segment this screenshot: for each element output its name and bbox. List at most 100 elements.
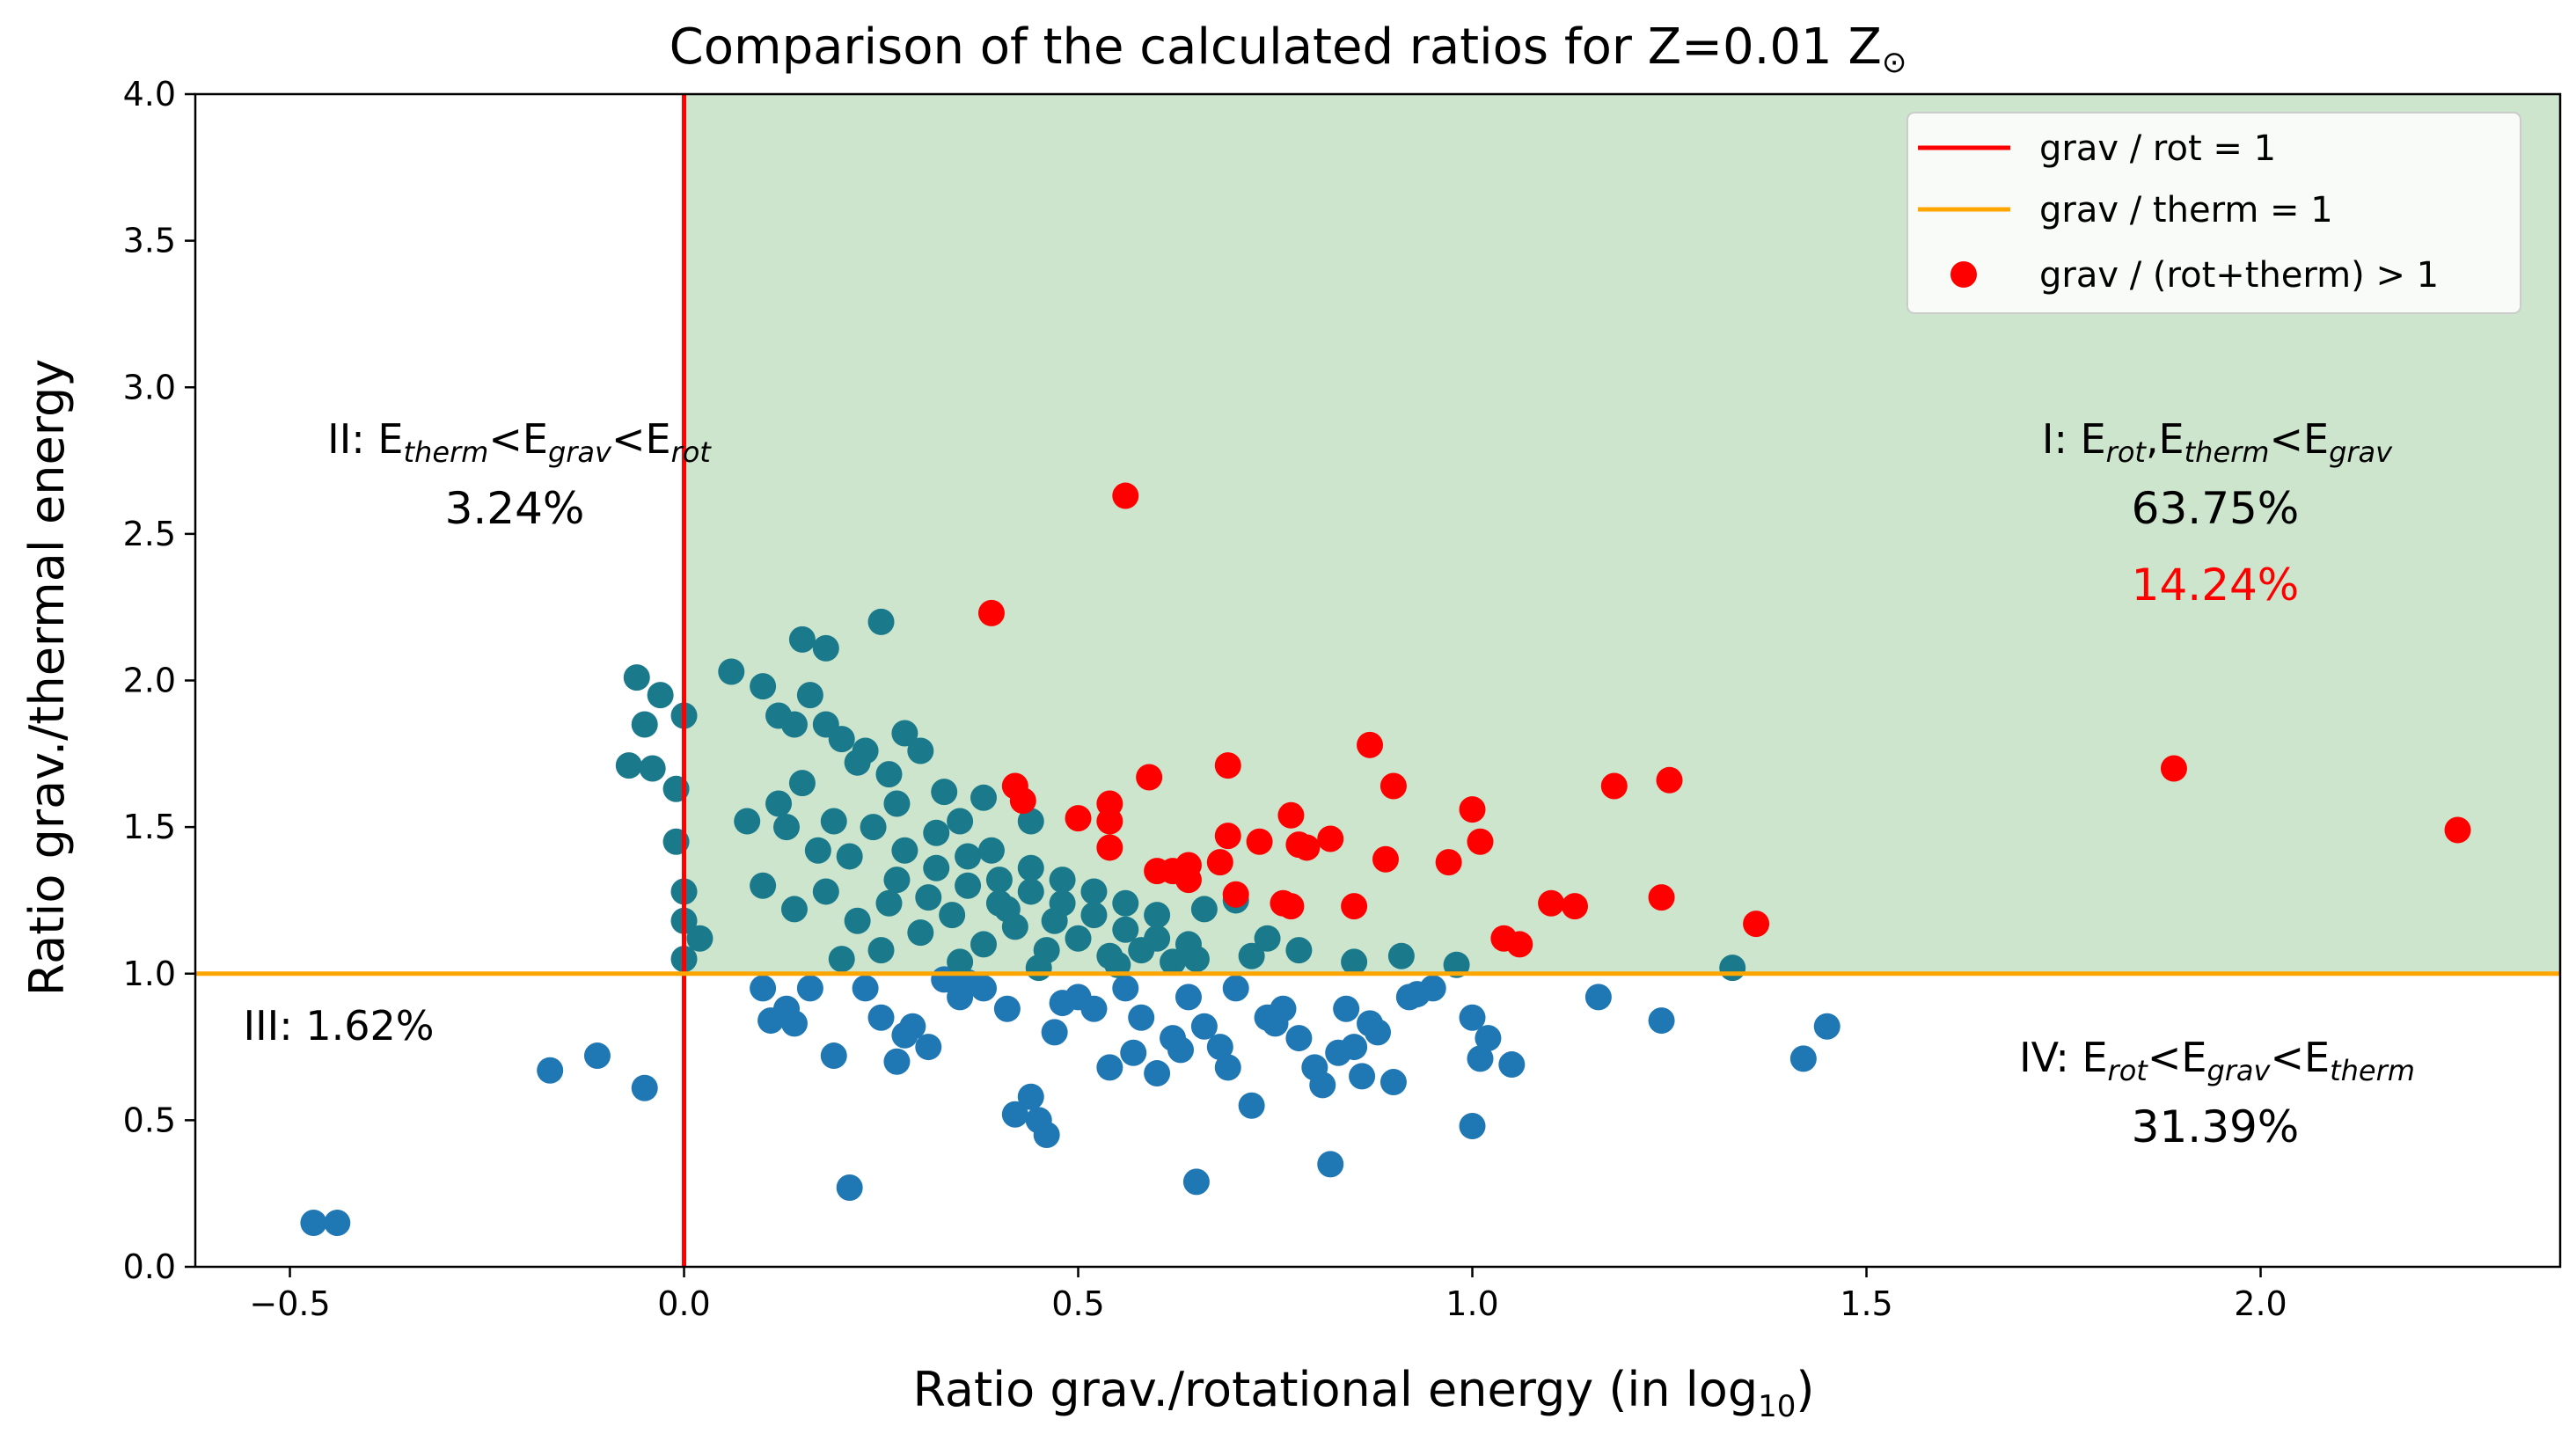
data-point — [867, 608, 895, 635]
data-point — [796, 975, 823, 1002]
data-point — [1128, 1004, 1155, 1031]
data-point — [947, 948, 974, 976]
data-point — [875, 889, 903, 917]
data-point — [860, 814, 887, 841]
y-tick-label: 3.5 — [123, 222, 176, 260]
data-point — [2160, 755, 2187, 782]
data-point — [1262, 1010, 1289, 1037]
data-point — [1041, 907, 1068, 934]
data-point — [993, 995, 1021, 1022]
data-point — [883, 790, 911, 817]
data-point — [1182, 946, 1210, 973]
data-point — [993, 896, 1021, 923]
data-point — [647, 682, 674, 709]
data-point — [844, 907, 871, 934]
data-point — [1387, 942, 1415, 969]
data-point — [1467, 1045, 1494, 1072]
data-point — [2444, 816, 2471, 844]
data-point — [765, 790, 793, 817]
region-I-collapse-percent: 14.24% — [2132, 560, 2300, 611]
data-point — [300, 1210, 327, 1237]
data-point — [907, 737, 934, 764]
data-point — [780, 896, 808, 923]
data-point — [1357, 1010, 1384, 1037]
data-point — [812, 634, 839, 662]
data-point — [1017, 854, 1044, 881]
data-point — [977, 837, 1005, 864]
data-point — [780, 1010, 808, 1037]
data-point — [1254, 925, 1281, 952]
region-I-percent: 63.75% — [2132, 483, 2300, 534]
data-point — [1357, 731, 1384, 758]
data-point — [836, 843, 863, 870]
data-point — [1562, 893, 1588, 920]
data-point — [883, 1048, 911, 1075]
data-point — [875, 761, 903, 788]
data-point — [1435, 849, 1462, 876]
x-axis-ticks: −0.5 0.0 0.5 1.0 1.5 2.0 — [249, 1267, 2287, 1323]
data-point — [1065, 805, 1092, 832]
data-point — [915, 884, 942, 911]
data-point — [1144, 902, 1171, 929]
data-point — [1214, 823, 1241, 850]
data-point — [844, 749, 871, 776]
data-point — [1459, 796, 1486, 823]
data-point — [1112, 916, 1139, 943]
data-points — [195, 94, 2560, 1267]
data-point — [923, 819, 950, 846]
data-point — [1789, 1045, 1817, 1072]
data-point — [1325, 1039, 1352, 1066]
data-point — [1285, 937, 1313, 964]
data-point — [820, 1042, 847, 1070]
data-point — [1372, 845, 1399, 873]
data-point — [1009, 787, 1036, 815]
data-point — [1293, 834, 1321, 861]
data-point — [1128, 937, 1155, 964]
data-point — [1317, 1151, 1344, 1178]
data-point — [1065, 925, 1092, 952]
data-point — [1033, 1122, 1060, 1149]
y-tick-label: 0.0 — [123, 1247, 176, 1286]
data-point — [1584, 984, 1612, 1011]
data-point — [631, 711, 658, 738]
data-point — [867, 1004, 895, 1031]
data-point — [734, 808, 761, 835]
data-point — [1025, 955, 1052, 982]
data-point — [1222, 975, 1249, 1002]
data-point — [970, 931, 997, 958]
data-point — [1080, 878, 1108, 905]
data-point — [750, 872, 777, 899]
data-point — [1175, 984, 1202, 1011]
data-point — [1506, 931, 1533, 958]
y-tick-label: 1.0 — [123, 955, 176, 993]
data-point — [615, 752, 642, 779]
data-point — [1719, 955, 1746, 982]
svg-text:II: Etherm<Egrav<Erot: II: Etherm<Egrav<Erot — [327, 415, 712, 469]
y-tick-label: 2.5 — [123, 515, 176, 553]
data-point — [1349, 1063, 1376, 1090]
svg-text:I: Erot,Etherm<Egrav: I: Erot,Etherm<Egrav — [2042, 415, 2393, 469]
data-point — [955, 843, 982, 870]
data-point — [1206, 849, 1233, 876]
data-point — [1459, 1113, 1486, 1140]
legend: grav / rot = 1 grav / therm = 1 grav / (… — [1906, 112, 2521, 314]
data-point — [804, 837, 831, 864]
svg-text:IV: Erot<Egrav<Etherm: IV: Erot<Egrav<Etherm — [2019, 1034, 2415, 1087]
legend-label-grav-therm: grav / therm = 1 — [2039, 190, 2333, 230]
data-point — [639, 755, 666, 782]
data-point — [1001, 1101, 1028, 1128]
data-point — [1379, 1069, 1407, 1096]
y-tick-label: 1.5 — [123, 808, 176, 846]
data-point — [1656, 766, 1683, 794]
chart-title: Comparison of the calculated ratios for … — [670, 18, 1907, 80]
data-point — [537, 1057, 564, 1084]
data-point — [1222, 881, 1249, 908]
data-point — [796, 682, 823, 709]
data-point — [1175, 867, 1202, 894]
data-point — [1136, 764, 1163, 791]
data-point — [1017, 878, 1044, 905]
data-point — [686, 925, 714, 952]
data-point — [1160, 948, 1187, 976]
data-point — [1080, 902, 1108, 929]
